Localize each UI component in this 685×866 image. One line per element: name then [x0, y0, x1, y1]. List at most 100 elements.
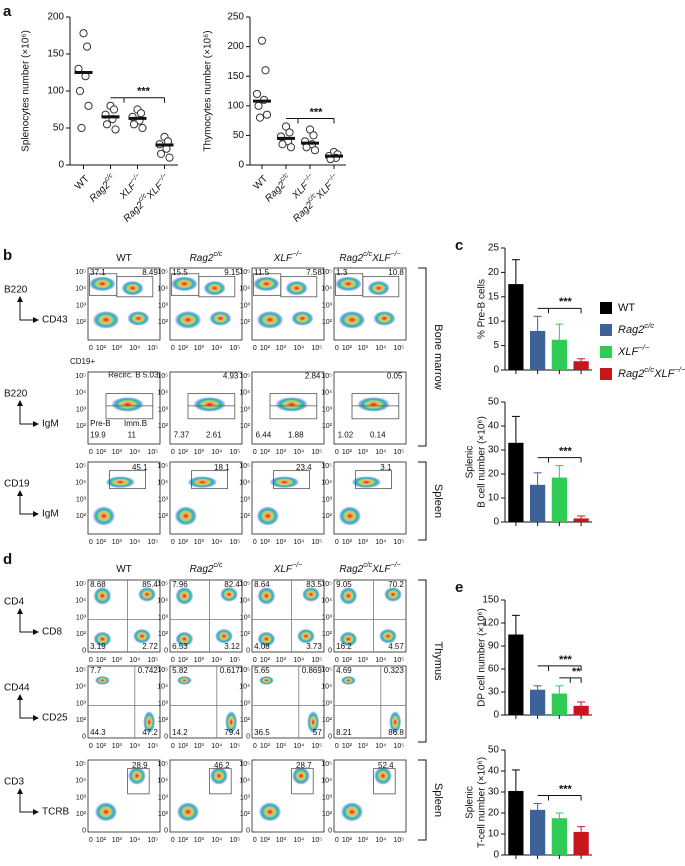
- tissue-label: Spleen: [432, 783, 444, 817]
- tissue-label: Thymus: [432, 641, 444, 681]
- flow-y-tick: 10³: [76, 302, 87, 309]
- flow-y-tick: 10⁵: [321, 463, 332, 470]
- flow-x-tick: 10⁵: [147, 837, 158, 844]
- cell-density: [302, 587, 320, 602]
- flow-x-tick: 10²: [260, 345, 271, 352]
- flow-y-tick: 10⁴: [321, 390, 332, 397]
- flow-y-tick: 0: [328, 827, 332, 834]
- genotype-superscript: c/c: [137, 192, 149, 204]
- cell-density: [188, 476, 217, 488]
- gate-percentage: 2.72: [142, 642, 158, 651]
- y-tick-label: 250: [227, 12, 244, 23]
- flow-x-tick: 10³: [112, 837, 123, 844]
- gate-percentage: 0.742: [138, 666, 159, 675]
- genotype-superscript: −/−: [157, 172, 169, 184]
- gate-percentage: 10.8: [388, 268, 404, 277]
- cell-density: [175, 631, 194, 647]
- cell-density: [138, 587, 156, 602]
- y-tick-label: 200: [47, 12, 64, 23]
- cell-density: [111, 397, 144, 412]
- flow-x-tick: 0: [171, 539, 175, 546]
- flow-y-tick: 10⁴: [75, 390, 86, 397]
- flow-y-tick: 0: [328, 733, 332, 740]
- flow-y-tick: 10³: [322, 302, 333, 309]
- y-tick-label: 25: [488, 243, 500, 254]
- flow-x-tick: 10²: [260, 657, 271, 664]
- bar: [530, 484, 546, 522]
- flow-x-tick: 10²: [342, 539, 353, 546]
- flow-x-tick: 0: [335, 657, 339, 664]
- flow-y-tick: 10⁵: [157, 463, 168, 470]
- flow-x-tick: 10⁵: [311, 449, 322, 456]
- genotype-superscript: c/c: [279, 172, 291, 184]
- cell-density: [292, 767, 310, 785]
- cell-density: [95, 676, 110, 685]
- cell-density: [220, 587, 238, 602]
- flow-y-tick: 10³: [240, 496, 251, 503]
- flow-y-tick: 10⁵: [157, 667, 168, 674]
- bar: [551, 339, 567, 370]
- cell-density: [215, 628, 233, 644]
- y-tick-label: 20: [488, 808, 500, 819]
- data-point: [77, 123, 86, 133]
- flow-x-tick: 10²: [178, 449, 189, 456]
- flow-x-tick: 10²: [260, 539, 271, 546]
- genotype-superscript: −/−: [391, 251, 401, 258]
- error-bar: [577, 515, 586, 519]
- flow-x-tick: 10⁴: [293, 837, 304, 844]
- flow-x-tick: 10²: [178, 743, 189, 750]
- gate-percentage: 57: [313, 728, 322, 737]
- flow-x-tick: 10³: [358, 539, 369, 546]
- cell-density: [93, 631, 112, 647]
- gate-percentage: 7.58: [306, 268, 322, 277]
- flow-y-tick: 10³: [76, 794, 87, 801]
- gate: [116, 276, 154, 298]
- genotype-label: WT: [251, 173, 270, 192]
- gate: [198, 276, 236, 298]
- flow-y-tick: 10⁴: [75, 598, 86, 605]
- flow-y-tick: 10⁵: [75, 373, 86, 380]
- cell-density: [384, 587, 402, 602]
- cell-density: [339, 506, 361, 526]
- y-axis-label: T-cell number (×10⁶): [477, 757, 488, 848]
- error-bar: [511, 259, 520, 285]
- flow-y-tick: 10⁴: [239, 684, 250, 691]
- y-tick-label: 200: [227, 41, 244, 52]
- y-tick-label: 40: [488, 421, 500, 432]
- y-tick-label: 0: [238, 160, 244, 171]
- flow-y-tick: 0: [82, 827, 86, 834]
- flow-y-tick: 10³: [240, 406, 251, 413]
- data-point: [278, 140, 287, 149]
- flow-y-tick: 10³: [158, 406, 169, 413]
- y-axis-label: Splenic: [465, 446, 476, 479]
- genotype-name: Rag2: [190, 564, 214, 575]
- genotype-name: Rag2: [618, 368, 644, 380]
- flow-x-tick: 10⁵: [229, 345, 240, 352]
- flow-x-tick: 10³: [194, 539, 205, 546]
- significance-label: ***: [559, 783, 573, 795]
- flow-plot-frame: [333, 759, 407, 833]
- tissue-bracket: [418, 267, 427, 447]
- flow-x-tick: 0: [335, 449, 339, 456]
- flow-y-tick: 10⁵: [75, 463, 86, 470]
- cell-density: [307, 711, 319, 733]
- genotype-label: Rag2c/c: [190, 562, 223, 574]
- axis-label: B220: [4, 285, 28, 296]
- gate-percentage: 0.05: [387, 371, 403, 380]
- cell-density: [193, 397, 226, 412]
- axis-label: CD43: [42, 315, 68, 326]
- error-bar: [555, 323, 564, 340]
- significance-label: ***: [559, 296, 573, 308]
- cell-density: [209, 311, 232, 326]
- flow-y-tick: 10²: [322, 631, 333, 638]
- bar: [573, 518, 589, 522]
- flow-y-tick: 10⁵: [239, 667, 250, 674]
- gate-percentage: 4.57: [388, 642, 404, 651]
- y-tick-label: 60: [488, 664, 500, 675]
- cell-density: [270, 476, 299, 488]
- flow-x-tick: 10⁵: [229, 449, 240, 456]
- flow-x-tick: 10²: [342, 837, 353, 844]
- cell-density: [93, 311, 119, 329]
- legend-swatch: [600, 324, 612, 336]
- cell-density: [339, 311, 365, 329]
